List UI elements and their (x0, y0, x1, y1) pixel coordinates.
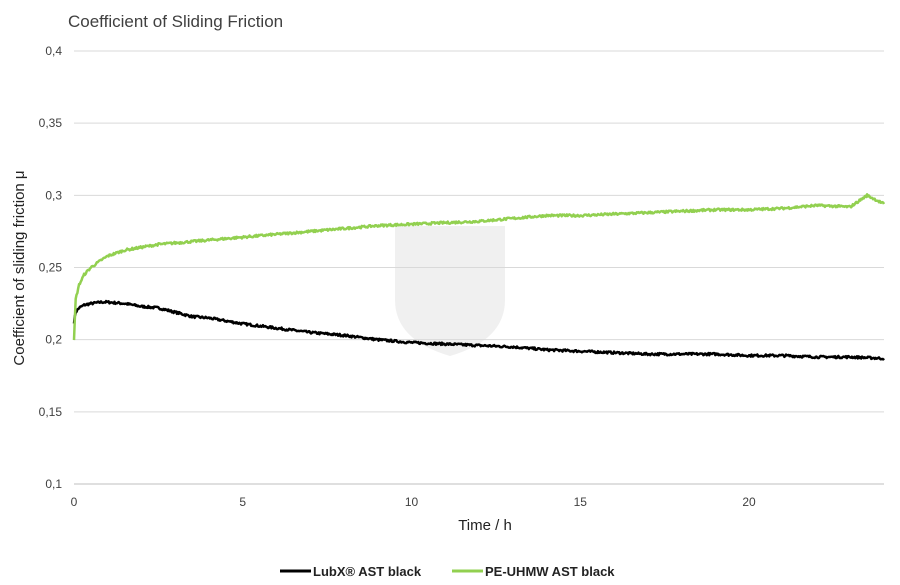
legend-item-lubx: LubX® AST black (280, 564, 422, 579)
x-tick-label: 10 (405, 495, 419, 509)
y-tick-label: 0,2 (45, 333, 62, 347)
legend-label-pe-uhmw: PE-UHMW AST black (485, 564, 615, 579)
x-tick-label: 15 (574, 495, 588, 509)
y-axis-label: Coefficient of sliding friction μ (11, 170, 28, 365)
chart-title: Coefficient of Sliding Friction (68, 12, 283, 31)
y-tick-label: 0,3 (45, 188, 62, 202)
x-axis-label: Time / h (458, 517, 512, 534)
shield-watermark-icon (395, 226, 505, 356)
x-tick-label: 20 (742, 495, 756, 509)
legend-item-pe-uhmw: PE-UHMW AST black (452, 564, 615, 579)
series-layer (72, 193, 886, 361)
x-tick-label: 0 (71, 495, 78, 509)
y-tick-labels: 0,1 0,15 0,2 0,25 0,3 0,35 0,4 (39, 44, 63, 491)
y-tick-label: 0,15 (39, 405, 63, 419)
series-line-lubx (72, 299, 885, 361)
x-tick-label: 5 (239, 495, 246, 509)
grid-layer (74, 50, 884, 413)
y-tick-label: 0,25 (39, 261, 63, 275)
y-tick-label: 0,4 (45, 44, 62, 58)
x-tick-labels: 0 5 10 15 20 (71, 495, 756, 509)
legend: LubX® AST black PE-UHMW AST black (280, 564, 615, 579)
y-tick-label: 0,1 (45, 477, 62, 491)
series-line-pe-uhmw (72, 193, 886, 341)
legend-label-lubx: LubX® AST black (313, 564, 422, 579)
y-tick-label: 0,35 (39, 116, 63, 130)
